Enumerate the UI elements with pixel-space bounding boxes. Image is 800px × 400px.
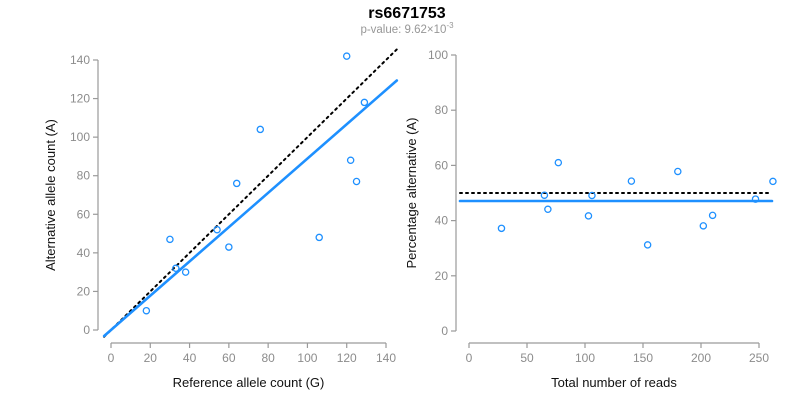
x-tick-label: 0: [466, 351, 473, 365]
y-tick-label: 80: [77, 169, 91, 183]
y-tick-label: 100: [70, 130, 90, 144]
y-tick-label: 80: [435, 103, 449, 117]
data-point: [769, 177, 777, 186]
y-tick-label: 140: [70, 53, 90, 67]
data-point: [699, 222, 708, 230]
y-tick-label: 100: [428, 48, 448, 62]
data-point: [643, 241, 652, 249]
x-tick-label: 120: [337, 351, 357, 365]
pvalue-subtitle: p-value: 9.62×10-3: [14, 21, 800, 37]
data-point: [584, 212, 593, 220]
data-point: [708, 211, 717, 220]
identity-line: [103, 48, 398, 338]
y-tick-label: 20: [77, 284, 91, 298]
x-tick-label: 50: [520, 351, 534, 365]
x-tick-label: 250: [749, 351, 769, 365]
y-tick-label: 60: [77, 207, 91, 221]
data-point: [315, 233, 323, 242]
pvalue-text: p-value: 9.62×10: [360, 24, 447, 36]
data-point: [256, 125, 265, 134]
y-tick-label: 120: [70, 92, 90, 106]
data-point: [497, 224, 506, 233]
left-plot: 0 20 40 60 80 100 120 140 0 20 40 60 80 100 120 140 Refe…: [43, 48, 399, 390]
data-point: [181, 268, 190, 276]
data-point: [232, 179, 241, 188]
data-point: [342, 52, 351, 60]
y-tick-label: 60: [435, 158, 449, 172]
x-axis-title: Total number of reads: [551, 375, 677, 390]
y-axis-title: Percentage alternative (A): [404, 117, 419, 268]
x-tick-label: 60: [222, 351, 236, 365]
data-point: [225, 243, 233, 251]
x-tick-label: 100: [575, 351, 595, 365]
x-tick-label: 0: [108, 351, 115, 365]
data-point: [627, 177, 636, 185]
y-tick-label: 0: [83, 323, 90, 337]
y-tick-label: 0: [441, 324, 448, 338]
y-axis-title: Alternative allele count (A): [43, 119, 58, 271]
data-point: [172, 264, 180, 273]
figure-header: rs6671753 p-value: 9.62×10-3: [14, 5, 800, 37]
data-point: [346, 156, 355, 165]
data-point: [751, 195, 760, 203]
x-tick-label: 150: [633, 351, 653, 365]
y-tick-label: 40: [77, 246, 91, 260]
y-tick-label: 20: [435, 269, 449, 283]
data-point: [360, 98, 369, 107]
pvalue-exponent: -3: [446, 21, 454, 31]
x-tick-label: 140: [376, 351, 396, 365]
data-point: [588, 191, 596, 200]
right-plot: 0 20 40 60 80 100 0 50 100 150 200 250 Total number …: [404, 48, 777, 390]
data-point: [544, 205, 552, 214]
data-point: [213, 225, 221, 234]
data-point: [554, 158, 563, 167]
x-tick-label: 100: [297, 351, 317, 365]
data-point: [674, 167, 682, 176]
data-point: [142, 306, 151, 315]
x-axis-title: Reference allele count (G): [173, 375, 325, 390]
page-title: rs6671753: [368, 5, 446, 22]
x-tick-label: 40: [183, 351, 197, 365]
x-tick-label: 80: [261, 351, 275, 365]
y-tick-label: 40: [435, 214, 449, 228]
data-point: [352, 177, 361, 186]
data-point: [540, 191, 549, 199]
x-tick-label: 200: [691, 351, 711, 365]
x-tick-label: 20: [144, 351, 158, 365]
fit-line: [102, 79, 399, 338]
data-point: [166, 235, 174, 244]
